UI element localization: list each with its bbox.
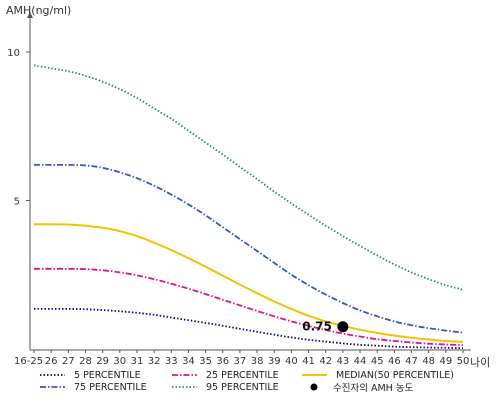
x-axis-title: 나이: [470, 356, 490, 369]
x-tick-label: 37: [234, 356, 247, 367]
x-tick-label: 36: [216, 356, 229, 367]
y-tick-label: 10: [7, 48, 20, 59]
legend-label-4: 95 PERCENTILE: [206, 382, 279, 393]
x-tick-label: 32: [148, 356, 161, 367]
x-tick-label: 41: [302, 356, 315, 367]
tick-labels: AMH(ng/ml) 나이 5 10 16-25 26 27 28 29 30 31 32 33 34 35…: [6, 4, 490, 369]
x-tick-label: 48: [422, 356, 435, 367]
x-tick-label: 43: [337, 356, 350, 367]
x-tick-label: 35: [199, 356, 212, 367]
patient-marker-label: 0.75: [302, 320, 332, 334]
series-line-1: [33, 163, 464, 334]
legend-marker-label: 수진자의 AMH 농도: [333, 383, 414, 394]
patient-marker: 0.75: [302, 320, 349, 334]
x-tick-label: 39: [268, 356, 281, 367]
series-line-2: [34, 267, 464, 346]
series-line-0: [34, 308, 464, 349]
patient-marker-dot: [337, 321, 349, 333]
x-tick-label: 33: [165, 356, 178, 367]
legend-label-0: 5 PERCENTILE: [74, 370, 141, 381]
series-line-3: [33, 64, 464, 291]
x-tick-label: 49: [439, 356, 452, 367]
series-lines: [33, 64, 464, 349]
x-tick-label: 42: [319, 356, 332, 367]
x-tick-label: 16-25: [14, 356, 43, 367]
x-tick-label: 28: [79, 356, 92, 367]
y-axis-title: AMH(ng/ml): [6, 4, 71, 17]
x-tick-label: 30: [113, 356, 126, 367]
x-tick-label: 27: [62, 356, 75, 367]
x-tick-label: 46: [388, 356, 401, 367]
x-tick-label: 47: [405, 356, 418, 367]
legend-label-2: MEDIAN(50 PERCENTILE): [336, 370, 454, 381]
series-line-4: [33, 223, 464, 343]
x-tick-label: 29: [96, 356, 109, 367]
legend-label-3: 75 PERCENTILE: [74, 382, 147, 393]
x-tick-label: 26: [45, 356, 58, 367]
x-tick-label: 40: [285, 356, 298, 367]
x-tick-label: 44: [354, 356, 367, 367]
x-tick-label: 38: [251, 356, 264, 367]
axes: [27, 12, 471, 351]
y-axis-arrow: [27, 12, 33, 18]
legend-label-1: 25 PERCENTILE: [206, 370, 279, 381]
legend: 5 PERCENTILE 25 PERCENTILE MEDIAN(50 PERCE…: [40, 370, 454, 394]
x-tick-label: 45: [371, 356, 384, 367]
legend-marker-swatch: [310, 383, 318, 391]
x-tick-label: 31: [131, 356, 144, 367]
x-tick-label: 50: [457, 356, 470, 367]
y-tick-label: 5: [14, 197, 20, 208]
x-tick-label: 34: [182, 356, 195, 367]
